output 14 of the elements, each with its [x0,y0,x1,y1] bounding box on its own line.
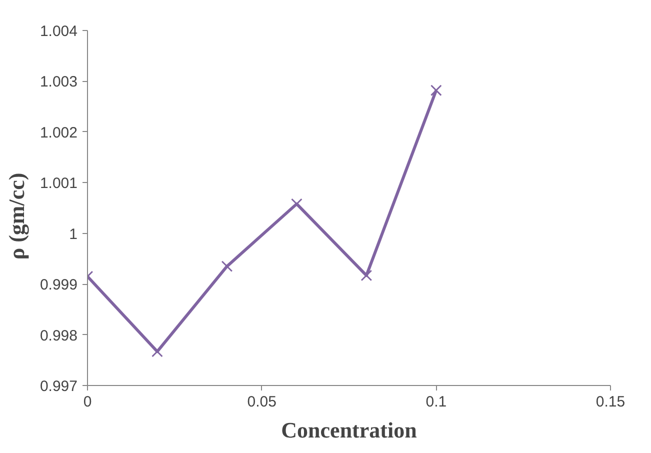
y-tick-label: 1.002 [40,124,78,142]
y-tick-label: 1.003 [40,74,78,91]
x-tick-label: 0.1 [426,394,447,410]
y-tick-label: 0.997 [40,378,78,395]
x-axis-title: Concentration [281,418,417,442]
x-tick-label: 0.15 [596,394,626,410]
x-tick-label: 0 [83,394,92,410]
y-tick-label: 0.998 [40,327,78,344]
y-tick-label: 1 [69,226,78,243]
y-tick-label: 1.004 [40,23,78,40]
y-axis-title: ρ (gm/cc) [4,172,29,260]
x-tick-label: 0.05 [247,394,276,410]
y-tick-label: 1.001 [40,175,78,192]
y-tick-label: 0.999 [40,276,78,294]
